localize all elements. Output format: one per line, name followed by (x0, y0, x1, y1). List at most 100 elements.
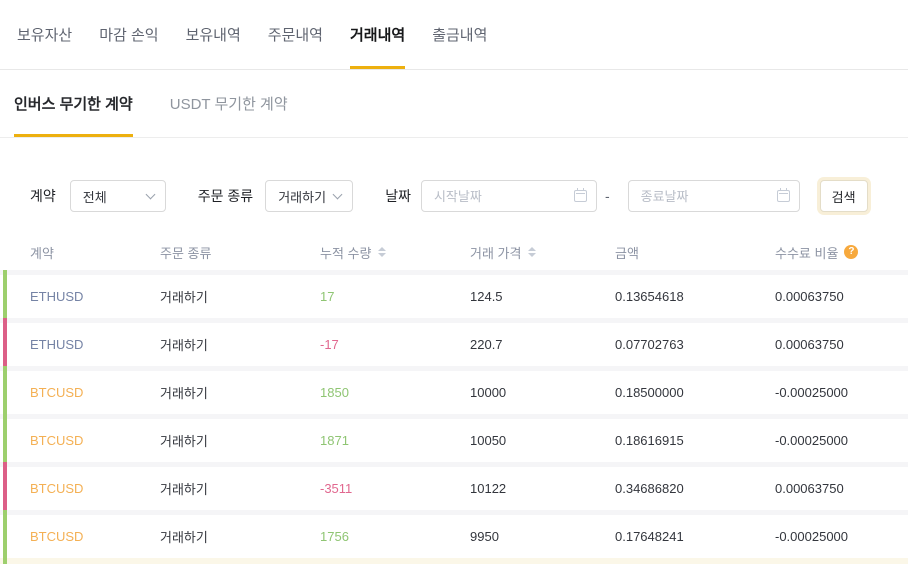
row-col-1: 거래하기 (160, 335, 320, 354)
order-type-cell: 거래하기 (160, 530, 208, 545)
row-col-0: ETHUSD (30, 337, 160, 352)
row-col-0: BTCUSD (30, 481, 160, 496)
row-col-1: 거래하기 (160, 383, 320, 402)
row-col-1: 거래하기 (160, 431, 320, 450)
row-col-1: 거래하기 (160, 287, 320, 306)
start-date-input[interactable] (420, 180, 597, 212)
table-row: BTCUSD 거래하기 1756 9950 0.17648241 -0.00025000 (0, 510, 908, 558)
table-row: ETHUSD 거래하기 17 124.5 0.13654618 0.00063750 (0, 270, 908, 318)
table-row-cells: ETHUSD 거래하기 17 124.5 0.13654618 0.00063750 (0, 275, 908, 318)
header-col-3: 거래 가격 (470, 243, 615, 262)
trade-price-cell: 10050 (470, 433, 507, 448)
top-tab-5[interactable]: 출금내역 (432, 27, 488, 44)
sort-icon[interactable] (378, 247, 387, 257)
row-side-stripe (3, 318, 7, 366)
row-col-0: ETHUSD (30, 289, 160, 304)
sub-tab-1[interactable]: USDT 무기한 계약 (169, 96, 288, 113)
row-side-stripe (3, 414, 7, 462)
header-col-2: 누적 수량 (320, 243, 470, 262)
help-icon[interactable]: ? (844, 245, 859, 259)
top-tab-1[interactable]: 마감 손익 (99, 27, 159, 44)
row-col-2: 17 (320, 289, 470, 304)
row-col-5: -0.00025000 (775, 385, 908, 400)
top-tab-3[interactable]: 주문내역 (267, 27, 323, 44)
row-side-stripe (3, 270, 7, 318)
end-date-input[interactable] (627, 180, 800, 212)
row-col-5: -0.00025000 (775, 433, 908, 448)
row-col-3: 220.7 (470, 337, 615, 352)
sub-tab-0[interactable]: 인버스 무기한 계약 (14, 70, 133, 137)
order-type-cell: 거래하기 (160, 290, 208, 305)
amount-cell: 0.13654618 (615, 289, 684, 304)
row-col-4: 0.34686820 (615, 481, 775, 496)
header-col-4: 금액 (615, 243, 775, 262)
contract-cell: BTCUSD (30, 385, 84, 400)
header-col-1: 주문 종류 (160, 243, 320, 262)
row-col-5: 0.00063750 (775, 481, 908, 496)
row-col-0: BTCUSD (30, 529, 160, 544)
row-side-stripe (3, 510, 7, 558)
table-row: BTCUSD 거래하기 1850 10000 0.18500000 -0.00025000 (0, 366, 908, 414)
header-col-0: 계약 (30, 243, 160, 262)
amount-cell: 0.34686820 (615, 481, 684, 496)
top-tab-0[interactable]: 보유자산 (17, 27, 73, 44)
table-row-cells: BTCUSD 거래하기 -3511 10122 0.34686820 0.00063750 (0, 467, 908, 510)
amount-cell: 0.18616915 (615, 433, 684, 448)
row-side-stripe (3, 366, 7, 414)
trade-price-cell: 10000 (470, 385, 507, 400)
trade-price-cell: 9950 (470, 529, 499, 544)
row-col-1: 거래하기 (160, 527, 320, 546)
table-row: BTCUSD 거래하기 -3511 10122 0.34686820 0.00063750 (0, 462, 908, 510)
contract-cell: BTCUSD (30, 481, 84, 496)
top-tabs: 보유자산 마감 손익 보유내역 주문내역 거래내역 출금내역 (0, 0, 908, 70)
row-col-4: 0.18500000 (615, 385, 775, 400)
fee-rate-cell: -0.00025000 (775, 385, 849, 400)
contract-select-value: 전체 (82, 189, 107, 205)
contract-cell: BTCUSD (30, 529, 84, 544)
table-row: BTCUSD 거래하기 1871 10050 0.18616915 -0.00025000 (0, 414, 908, 462)
row-col-3: 124.5 (470, 289, 615, 304)
row-col-4: 0.18616915 (615, 433, 775, 448)
sub-tabs: 인버스 무기한 계약 USDT 무기한 계약 (0, 70, 908, 138)
end-date-field (627, 180, 800, 212)
row-col-3: 9950 (470, 529, 615, 544)
contract-cell: ETHUSD (30, 289, 84, 304)
amount-cell: 0.07702763 (615, 337, 684, 352)
calendar-icon[interactable] (573, 188, 587, 202)
top-tab-4[interactable]: 거래내역 (349, 0, 406, 69)
trade-price-cell: 10122 (470, 481, 507, 496)
row-col-5: 0.00063750 (775, 289, 908, 304)
column-label[interactable]: 누적 수량 (320, 245, 372, 261)
column-label[interactable]: 거래 가격 (470, 245, 522, 261)
row-col-0: BTCUSD (30, 433, 160, 448)
table-row: ETHUSD 거래하기 -17 220.7 0.07702763 0.00063750 (0, 318, 908, 366)
row-col-3: 10122 (470, 481, 615, 496)
order-type-select[interactable]: 거래하기 (265, 180, 354, 212)
top-tab-2[interactable]: 보유내역 (185, 27, 241, 44)
filled-qty-cell: -17 (320, 337, 339, 352)
column-label: 계약 (30, 245, 54, 261)
row-col-3: 10000 (470, 385, 615, 400)
row-col-2: -17 (320, 337, 470, 352)
row-col-4: 0.17648241 (615, 529, 775, 544)
column-label: 주문 종류 (160, 245, 212, 261)
chevron-down-icon (332, 189, 343, 199)
table-body: ETHUSD 거래하기 17 124.5 0.13654618 0.00063750 ETH… (0, 270, 908, 558)
row-col-3: 10050 (470, 433, 615, 448)
search-button[interactable]: 검색 (819, 180, 868, 212)
calendar-icon[interactable] (776, 188, 790, 202)
sort-icon[interactable] (528, 247, 537, 257)
date-filter-label: 날짜 (385, 188, 411, 204)
order-type-cell: 거래하기 (160, 338, 208, 353)
table-row-cells: BTCUSD 거래하기 1871 10050 0.18616915 -0.00025000 (0, 419, 908, 462)
table-row-cells: BTCUSD 거래하기 1850 10000 0.18500000 -0.00025000 (0, 371, 908, 414)
order-type-filter-label: 주문 종류 (197, 188, 254, 204)
row-col-0: BTCUSD (30, 385, 160, 400)
row-side-stripe (3, 462, 7, 510)
fee-rate-cell: 0.00063750 (775, 481, 844, 496)
filled-qty-cell: 1850 (320, 385, 349, 400)
order-type-select-value: 거래하기 (278, 189, 327, 205)
fee-rate-cell: -0.00025000 (775, 433, 849, 448)
filter-bar: 계약 전체 주문 종류 거래하기 날짜 - 검색 (0, 138, 908, 212)
contract-select[interactable]: 전체 (69, 180, 166, 212)
